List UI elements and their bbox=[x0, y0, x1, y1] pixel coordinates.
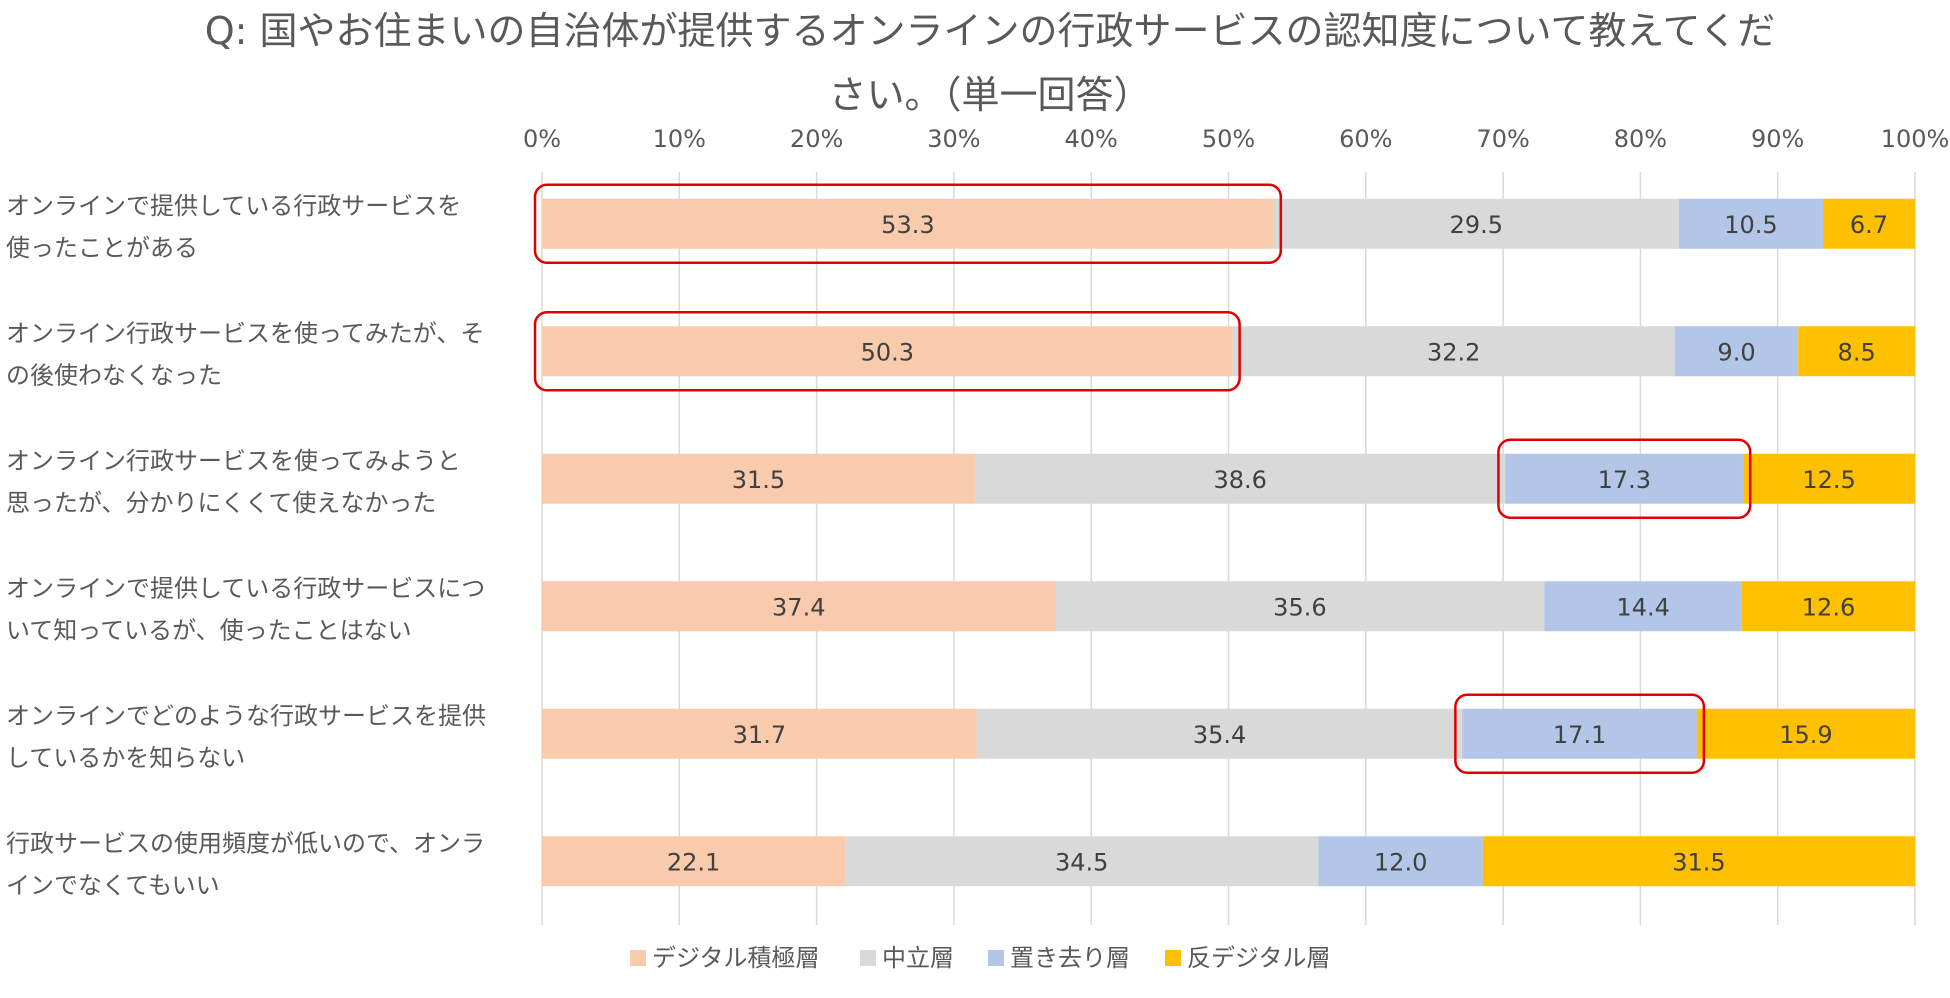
legend-label: 中立層 bbox=[882, 944, 954, 972]
data-labels: 53.3 29.5 10.5 6.7 50.3 32.2 9.0 8.5 31.5 38.6 17.… bbox=[667, 211, 1888, 877]
bar-segment bbox=[1273, 198, 1679, 249]
data-label: 31.5 bbox=[732, 466, 785, 494]
data-label: 22.1 bbox=[667, 848, 720, 876]
bar-segment bbox=[1696, 708, 1915, 759]
legend-swatch bbox=[630, 950, 646, 966]
legend-label: デジタル積極層 bbox=[652, 944, 820, 972]
data-label: 38.6 bbox=[1213, 466, 1266, 494]
data-label: 9.0 bbox=[1717, 338, 1755, 366]
data-label: 6.7 bbox=[1850, 211, 1888, 239]
data-label: 17.3 bbox=[1598, 466, 1651, 494]
category-label: オンラインで提供している行政サービスにつ bbox=[6, 574, 485, 602]
bar-segment bbox=[1743, 453, 1915, 504]
data-label: 35.6 bbox=[1273, 593, 1326, 621]
bar-segment bbox=[542, 326, 1233, 377]
data-label: 35.4 bbox=[1193, 721, 1246, 749]
bar-segment bbox=[976, 708, 1463, 759]
bar-segment bbox=[845, 836, 1319, 887]
category-label: オンライン行政サービスを使ってみたが、そ bbox=[6, 319, 484, 347]
x-tick-label: 10% bbox=[653, 125, 706, 153]
legend-swatch bbox=[860, 950, 876, 966]
bar-segment bbox=[1505, 453, 1744, 504]
x-tick-label: 70% bbox=[1476, 125, 1529, 153]
bar-segment bbox=[1798, 326, 1915, 377]
highlights bbox=[533, 183, 1752, 774]
highlight-box bbox=[533, 311, 1241, 392]
data-label: 29.5 bbox=[1450, 211, 1503, 239]
data-label: 50.3 bbox=[861, 338, 914, 366]
data-label: 8.5 bbox=[1838, 338, 1876, 366]
category-label: 行政サービスの使用頻度が低いので、オンラ bbox=[6, 829, 485, 857]
legend-swatch bbox=[1165, 950, 1181, 966]
category-label: インでなくてもいい bbox=[6, 871, 220, 899]
legend-label: 反デジタル層 bbox=[1187, 944, 1331, 972]
chart-title-line-2: さい。（単一回答） bbox=[828, 73, 1151, 117]
category-labels: オンラインで提供している行政サービスを使ったことがあるオンライン行政サービスを使… bbox=[6, 192, 486, 900]
data-label: 10.5 bbox=[1724, 211, 1777, 239]
bar-segment bbox=[1482, 836, 1915, 887]
bar-segment bbox=[1462, 708, 1697, 759]
data-label: 53.3 bbox=[881, 211, 934, 239]
data-label: 31.7 bbox=[733, 721, 786, 749]
highlight-box bbox=[533, 183, 1283, 264]
x-tick-label: 90% bbox=[1751, 125, 1804, 153]
bars bbox=[542, 198, 1915, 887]
data-label: 14.4 bbox=[1616, 593, 1669, 621]
category-label: オンラインでどのような行政サービスを提供 bbox=[6, 702, 486, 730]
legend-label: 置き去り層 bbox=[1010, 944, 1130, 972]
bar-segment bbox=[1678, 198, 1824, 249]
gridlines bbox=[541, 172, 1916, 925]
chart-title-line-1: Q: 国やお住まいの自治体が提供するオンラインの行政サービスの認知度について教え… bbox=[205, 9, 1776, 53]
data-label: 12.5 bbox=[1802, 466, 1855, 494]
data-label: 12.6 bbox=[1802, 593, 1855, 621]
data-label: 34.5 bbox=[1055, 848, 1108, 876]
x-tick-label: 0% bbox=[523, 125, 561, 153]
bar-segment bbox=[542, 453, 975, 504]
bar-segment bbox=[542, 581, 1056, 632]
x-tick-label: 100% bbox=[1881, 125, 1950, 153]
x-axis: 0% 10% 20% 30% 40% 50% 60% 70% 80% 90% 100% bbox=[523, 125, 1949, 153]
category-label: の後使わなくなった bbox=[6, 361, 222, 389]
x-tick-label: 60% bbox=[1339, 125, 1392, 153]
x-tick-label: 20% bbox=[790, 125, 843, 153]
x-tick-label: 80% bbox=[1614, 125, 1667, 153]
data-label: 17.1 bbox=[1553, 721, 1606, 749]
highlight-box bbox=[1497, 438, 1752, 519]
bar-segment bbox=[1318, 836, 1483, 887]
bar-segment bbox=[1544, 581, 1743, 632]
category-label: 思ったが、分かりにくくて使えなかった bbox=[6, 489, 436, 517]
data-label: 15.9 bbox=[1779, 721, 1832, 749]
bar-segment bbox=[542, 836, 846, 887]
legend: デジタル積極層 中立層 置き去り層 反デジタル層 bbox=[630, 944, 1331, 972]
bar-segment bbox=[1055, 581, 1545, 632]
data-label: 31.5 bbox=[1672, 848, 1725, 876]
x-tick-label: 40% bbox=[1065, 125, 1118, 153]
legend-swatch bbox=[988, 950, 1004, 966]
chart-title: Q: 国やお住まいの自治体が提供するオンラインの行政サービスの認知度について教え… bbox=[205, 9, 1776, 117]
x-tick-label: 50% bbox=[1202, 125, 1255, 153]
bar-segment bbox=[542, 198, 1274, 249]
category-label: オンライン行政サービスを使ってみようと bbox=[6, 447, 461, 475]
data-label: 12.0 bbox=[1374, 848, 1427, 876]
category-label: しているかを知らない bbox=[6, 744, 245, 772]
bar-segment bbox=[1232, 326, 1675, 377]
data-label: 37.4 bbox=[772, 593, 825, 621]
bar-segment bbox=[1823, 198, 1915, 249]
category-label: 使ったことがある bbox=[6, 234, 198, 262]
bar-segment bbox=[1742, 581, 1915, 632]
bar-segment bbox=[542, 708, 977, 759]
highlight-box bbox=[1454, 693, 1706, 774]
bar-segment bbox=[1674, 326, 1799, 377]
x-tick-label: 30% bbox=[927, 125, 980, 153]
category-label: いて知っているが、使ったことはない bbox=[6, 616, 412, 644]
data-label: 32.2 bbox=[1427, 338, 1480, 366]
category-label: オンラインで提供している行政サービスを bbox=[6, 192, 461, 220]
bar-segment bbox=[974, 453, 1506, 504]
